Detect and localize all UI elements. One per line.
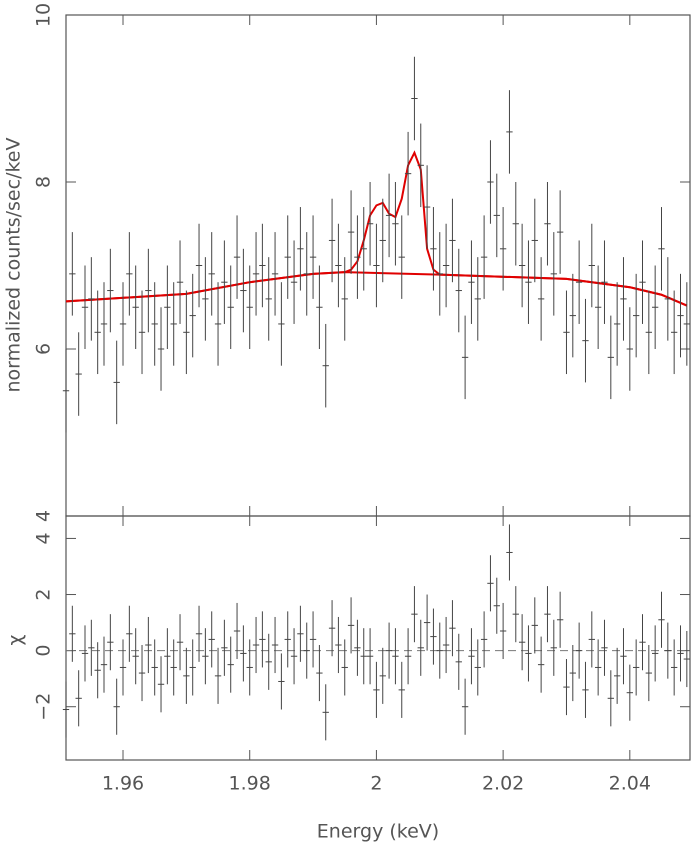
y-tick-label: −2: [33, 693, 55, 721]
x-tick-label: 2.04: [609, 773, 651, 795]
y-tick-label: 4: [33, 510, 55, 522]
y-tick-label: 2: [33, 588, 55, 600]
y-tick-label: 6: [33, 343, 55, 355]
y-tick-label: 0: [33, 645, 55, 657]
x-tick-label: 2.02: [482, 773, 524, 795]
plot-frame: [65, 515, 691, 761]
x-tick-label: 2: [370, 773, 382, 795]
y-axis-label: normalized counts/sec/keV: [3, 138, 25, 393]
x-tick-label: 1.96: [102, 773, 144, 795]
y-tick-label: 4: [33, 532, 55, 544]
x-tick-label: 1.98: [229, 773, 271, 795]
y-axis-label: χ: [5, 634, 27, 645]
y-tick-label: 10: [33, 3, 55, 27]
x-axis-label: Energy (keV): [317, 821, 439, 843]
y-tick-label: 8: [33, 176, 55, 188]
